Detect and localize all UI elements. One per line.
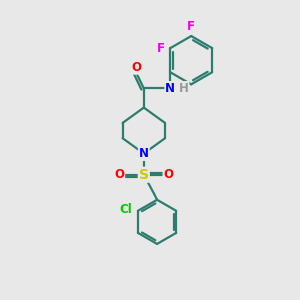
Text: F: F	[187, 20, 195, 33]
Text: O: O	[131, 61, 142, 74]
Text: O: O	[114, 168, 124, 181]
Text: N: N	[139, 147, 149, 160]
Text: S: S	[139, 168, 149, 182]
Text: O: O	[164, 168, 173, 181]
Text: H: H	[178, 82, 188, 95]
Text: F: F	[157, 42, 165, 55]
Text: N: N	[165, 82, 175, 95]
Text: Cl: Cl	[119, 203, 132, 216]
